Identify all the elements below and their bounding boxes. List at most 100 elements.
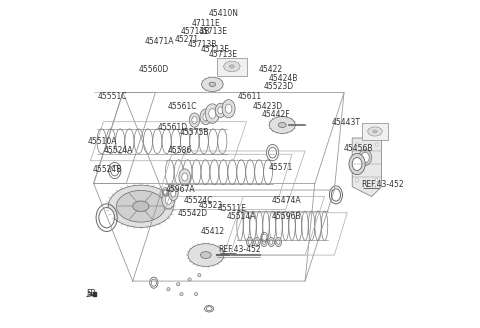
Ellipse shape: [248, 240, 252, 244]
Ellipse shape: [359, 149, 372, 166]
Ellipse shape: [255, 240, 259, 244]
Text: 45713E: 45713E: [201, 45, 230, 54]
Ellipse shape: [224, 61, 240, 72]
Ellipse shape: [253, 237, 260, 247]
Text: 45713E: 45713E: [209, 50, 238, 59]
Ellipse shape: [117, 191, 165, 222]
Ellipse shape: [373, 130, 377, 133]
Text: 45410N: 45410N: [209, 9, 239, 18]
Ellipse shape: [368, 127, 382, 136]
Ellipse shape: [132, 201, 149, 212]
Ellipse shape: [206, 307, 212, 311]
Ellipse shape: [269, 116, 295, 133]
Ellipse shape: [352, 157, 362, 171]
Ellipse shape: [99, 208, 114, 228]
Text: 45542D: 45542D: [178, 209, 208, 218]
Ellipse shape: [268, 237, 275, 247]
Ellipse shape: [356, 143, 359, 146]
Ellipse shape: [275, 237, 282, 247]
Ellipse shape: [226, 104, 232, 113]
Polygon shape: [217, 58, 247, 76]
Text: 45713B: 45713B: [187, 40, 216, 49]
Text: 45511E: 45511E: [218, 204, 247, 214]
Text: 45524B: 45524B: [93, 165, 122, 174]
Text: 45524C: 45524C: [184, 196, 214, 205]
Ellipse shape: [188, 278, 191, 281]
Polygon shape: [362, 123, 388, 140]
Ellipse shape: [268, 147, 276, 158]
Ellipse shape: [188, 244, 224, 266]
Ellipse shape: [209, 109, 216, 118]
Ellipse shape: [361, 152, 369, 163]
Ellipse shape: [218, 107, 223, 114]
Ellipse shape: [168, 186, 178, 200]
Ellipse shape: [192, 116, 197, 124]
Ellipse shape: [209, 82, 216, 87]
Ellipse shape: [167, 288, 170, 291]
Ellipse shape: [111, 165, 119, 176]
Text: 45560D: 45560D: [139, 65, 169, 73]
Ellipse shape: [163, 189, 167, 194]
Text: 45442F: 45442F: [262, 110, 291, 119]
Ellipse shape: [179, 169, 191, 185]
Text: 45596B: 45596B: [272, 212, 301, 221]
Ellipse shape: [263, 240, 266, 244]
Text: 45514A: 45514A: [227, 212, 256, 221]
Ellipse shape: [205, 104, 219, 123]
Text: 45523: 45523: [198, 201, 223, 210]
Text: FR.: FR.: [86, 289, 98, 298]
Text: 45551C: 45551C: [97, 92, 127, 101]
Ellipse shape: [247, 237, 253, 247]
Ellipse shape: [198, 274, 201, 277]
Text: REF.43-452: REF.43-452: [218, 245, 261, 254]
Text: 45561D: 45561D: [158, 123, 188, 132]
Text: 45443T: 45443T: [332, 118, 360, 127]
Ellipse shape: [278, 122, 286, 128]
Text: 45713E: 45713E: [199, 27, 228, 36]
Ellipse shape: [270, 240, 273, 244]
Text: 45967A: 45967A: [166, 185, 195, 194]
Ellipse shape: [203, 113, 209, 121]
Ellipse shape: [229, 65, 234, 68]
Ellipse shape: [108, 185, 173, 227]
Ellipse shape: [151, 279, 156, 286]
Text: 45524A: 45524A: [104, 146, 133, 155]
Ellipse shape: [216, 103, 226, 117]
Text: 45456B: 45456B: [343, 144, 373, 153]
Text: 45523D: 45523D: [264, 82, 294, 91]
Ellipse shape: [201, 252, 211, 258]
Text: 45611: 45611: [238, 92, 262, 101]
Ellipse shape: [162, 191, 175, 209]
Ellipse shape: [189, 113, 200, 127]
Ellipse shape: [182, 173, 188, 181]
Ellipse shape: [171, 190, 176, 197]
Text: 47111E: 47111E: [192, 19, 221, 28]
Text: 45423D: 45423D: [252, 102, 283, 111]
Ellipse shape: [222, 100, 235, 118]
Ellipse shape: [356, 179, 359, 182]
Ellipse shape: [261, 237, 267, 247]
Ellipse shape: [194, 293, 198, 296]
Ellipse shape: [200, 109, 212, 125]
Text: 45422: 45422: [259, 65, 283, 73]
Text: 45424B: 45424B: [269, 74, 298, 83]
Ellipse shape: [262, 234, 267, 240]
Ellipse shape: [375, 179, 378, 182]
Polygon shape: [352, 138, 382, 196]
Ellipse shape: [331, 189, 340, 201]
Text: 45510A: 45510A: [88, 137, 117, 146]
Ellipse shape: [202, 77, 223, 92]
Ellipse shape: [375, 143, 378, 146]
Text: 45586: 45586: [168, 146, 192, 155]
Text: 45713B: 45713B: [181, 27, 210, 36]
Text: 45571: 45571: [269, 163, 293, 173]
Text: 45471A: 45471A: [145, 36, 175, 46]
Ellipse shape: [180, 293, 183, 296]
Polygon shape: [93, 293, 96, 296]
Text: REF.43-452: REF.43-452: [361, 180, 404, 189]
Text: 45561C: 45561C: [168, 102, 197, 111]
Text: 45474A: 45474A: [272, 196, 301, 205]
Ellipse shape: [277, 240, 280, 244]
Ellipse shape: [349, 154, 365, 174]
Text: 45575B: 45575B: [180, 128, 209, 137]
